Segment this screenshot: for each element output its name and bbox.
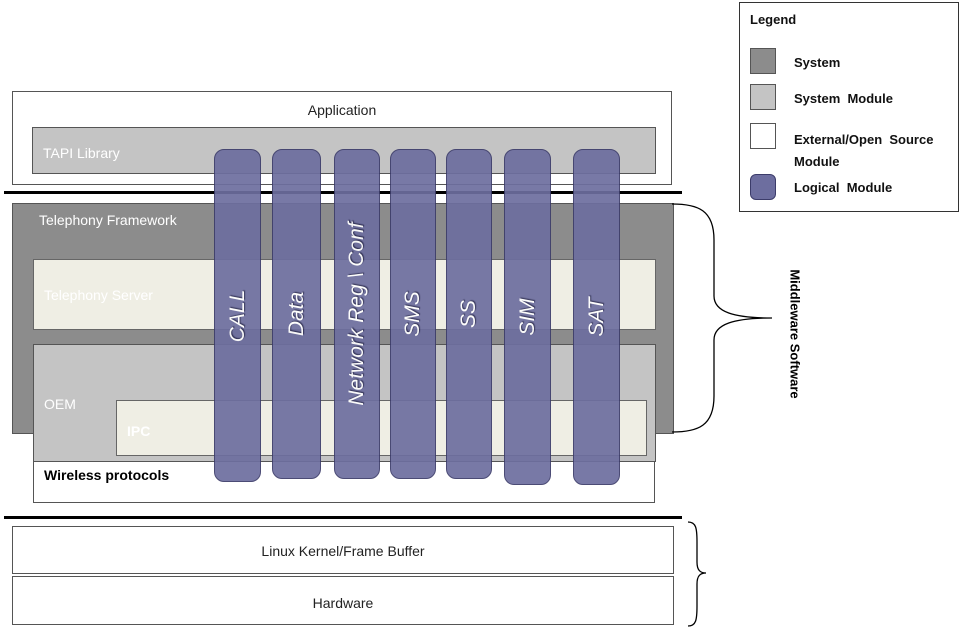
- bottom-separator-line: [4, 516, 682, 519]
- logical-module-sat-label: SAT: [584, 297, 608, 337]
- legend-title: Legend: [750, 12, 797, 27]
- legend-label-logical-module: Logical Module: [794, 180, 893, 195]
- application-label: Application: [307, 102, 377, 118]
- tapi-library-label: TAPI Library: [43, 145, 120, 161]
- logical-module-data-label: Data: [284, 291, 308, 337]
- logical-module-call-label: CALL: [225, 289, 249, 342]
- telephony-server-label: Telephony Server: [44, 287, 153, 303]
- oem-label: OEM: [44, 396, 76, 412]
- middleware-brace: [671, 203, 773, 433]
- ipc-label: IPC: [127, 423, 151, 439]
- logical-module-ss: SS: [446, 149, 492, 479]
- logical-module-ss-label: SS: [457, 299, 480, 329]
- legend-swatch-system-module: [750, 84, 776, 110]
- legend-swatch-system: [750, 48, 776, 74]
- legend-label-system: System: [794, 55, 841, 70]
- legend-label-system-module: System Module: [794, 91, 893, 106]
- hardware-box: Hardware: [12, 576, 674, 625]
- logical-module-sim: SIM: [504, 149, 551, 485]
- wireless-protocols-label: Wireless protocols: [44, 467, 170, 483]
- logical-module-sms-label: SMS: [401, 291, 424, 337]
- logical-module-network-reg: Network Reg \ Conf: [334, 149, 380, 479]
- kernel-hardware-brace: [687, 521, 707, 627]
- logical-module-sms: SMS: [390, 149, 436, 479]
- legend-swatch-logical-module: [750, 174, 776, 200]
- hardware-label: Hardware: [312, 595, 374, 611]
- telephony-framework-label: Telephony Framework: [39, 212, 177, 228]
- logical-module-sat: SAT: [573, 149, 620, 485]
- legend-swatch-external-module: [750, 123, 776, 149]
- logical-module-call: CALL: [214, 149, 261, 482]
- logical-module-network-reg-label: Network Reg \ Conf: [345, 222, 368, 406]
- ipc-box: IPC: [116, 400, 647, 456]
- logical-module-sim-label: SIM: [515, 298, 539, 336]
- middleware-software-label: Middleware Software: [787, 269, 803, 399]
- linux-kernel-box: Linux Kernel/Frame Buffer: [12, 526, 674, 574]
- legend-panel: Legend System System Module External/Ope…: [739, 2, 959, 212]
- linux-kernel-label: Linux Kernel/Frame Buffer: [261, 543, 425, 559]
- legend-label-external-module: External/Open Source Module: [794, 132, 934, 169]
- logical-module-data: Data: [272, 149, 321, 479]
